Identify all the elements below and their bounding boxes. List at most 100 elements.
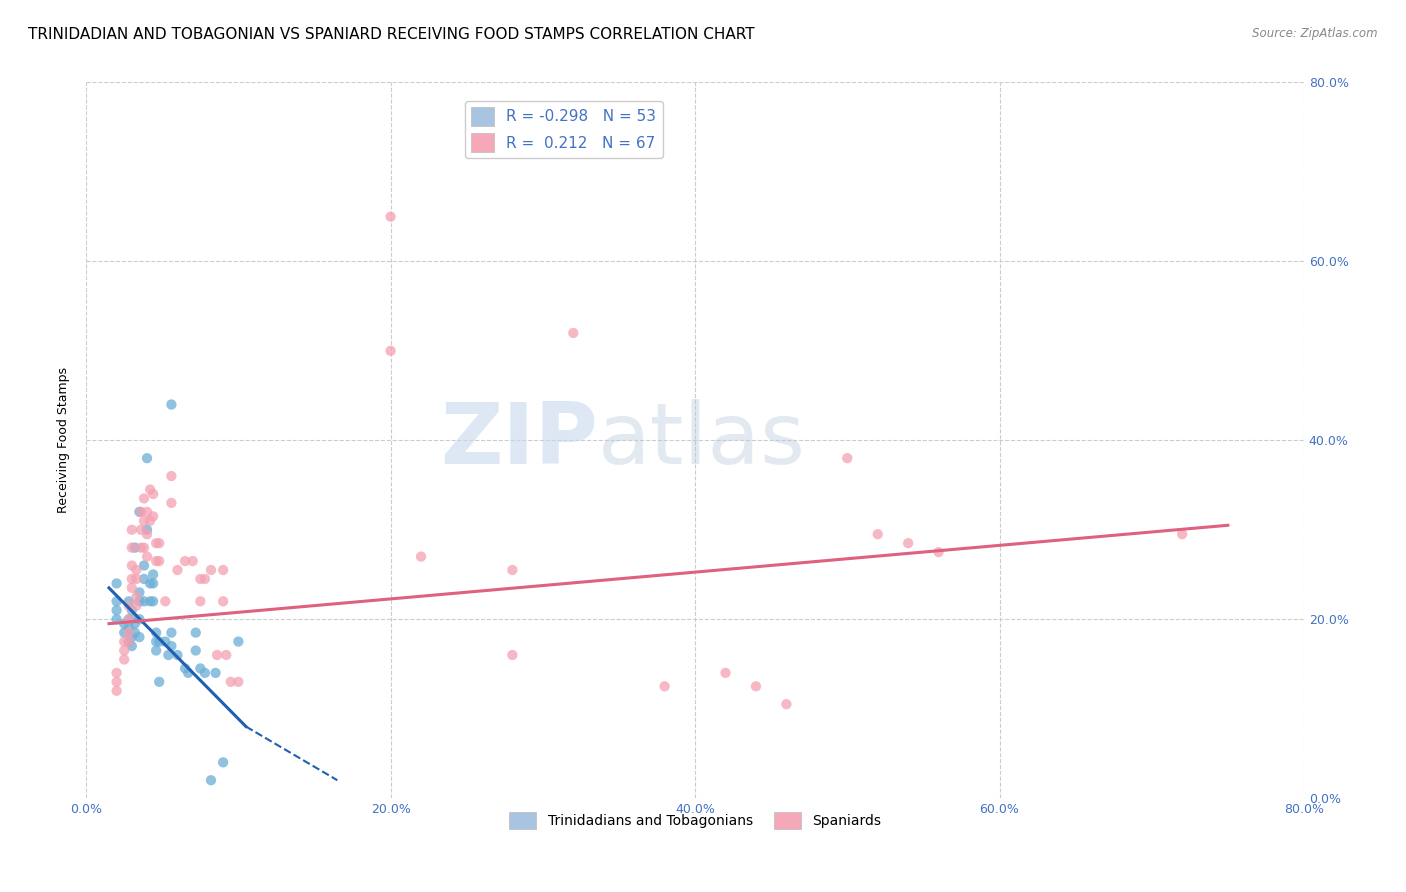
- Y-axis label: Receiving Food Stamps: Receiving Food Stamps: [58, 368, 70, 513]
- Point: [200, 773, 222, 788]
- Point: [188, 572, 211, 586]
- Point: [121, 558, 143, 573]
- Point: [145, 634, 167, 648]
- Point: [136, 505, 159, 519]
- Point: [124, 625, 146, 640]
- Point: [148, 634, 170, 648]
- Point: [148, 674, 170, 689]
- Point: [204, 665, 226, 680]
- Point: [118, 625, 141, 640]
- Point: [118, 634, 141, 648]
- Point: [1171, 527, 1194, 541]
- Point: [184, 625, 207, 640]
- Point: [121, 639, 143, 653]
- Point: [380, 210, 402, 224]
- Point: [105, 683, 128, 698]
- Point: [166, 563, 188, 577]
- Point: [160, 397, 183, 411]
- Point: [121, 612, 143, 626]
- Point: [121, 572, 143, 586]
- Point: [501, 648, 523, 662]
- Point: [132, 572, 155, 586]
- Point: [112, 625, 135, 640]
- Point: [121, 523, 143, 537]
- Point: [136, 549, 159, 564]
- Point: [105, 612, 128, 626]
- Point: [118, 612, 141, 626]
- Point: [142, 487, 165, 501]
- Point: [136, 527, 159, 541]
- Text: Source: ZipAtlas.com: Source: ZipAtlas.com: [1253, 27, 1378, 40]
- Point: [145, 643, 167, 657]
- Point: [125, 590, 148, 604]
- Point: [155, 594, 177, 608]
- Point: [139, 514, 162, 528]
- Point: [121, 581, 143, 595]
- Legend: Trinidadians and Tobagonians, Spaniards: Trinidadians and Tobagonians, Spaniards: [503, 806, 887, 834]
- Point: [501, 563, 523, 577]
- Point: [125, 572, 148, 586]
- Point: [194, 665, 217, 680]
- Point: [128, 585, 150, 599]
- Point: [775, 697, 797, 711]
- Point: [112, 616, 135, 631]
- Point: [177, 665, 200, 680]
- Point: [118, 594, 141, 608]
- Point: [160, 625, 183, 640]
- Point: [125, 563, 148, 577]
- Point: [139, 483, 162, 497]
- Point: [118, 621, 141, 635]
- Point: [160, 639, 183, 653]
- Point: [112, 634, 135, 648]
- Point: [142, 594, 165, 608]
- Point: [215, 648, 238, 662]
- Point: [124, 541, 146, 555]
- Point: [118, 612, 141, 626]
- Point: [105, 594, 128, 608]
- Point: [124, 616, 146, 631]
- Point: [866, 527, 889, 541]
- Point: [139, 594, 162, 608]
- Point: [121, 630, 143, 644]
- Point: [132, 558, 155, 573]
- Point: [148, 554, 170, 568]
- Point: [155, 634, 177, 648]
- Point: [118, 634, 141, 648]
- Point: [184, 643, 207, 657]
- Point: [112, 652, 135, 666]
- Point: [188, 661, 211, 675]
- Text: atlas: atlas: [598, 399, 806, 482]
- Point: [160, 469, 183, 483]
- Point: [129, 523, 152, 537]
- Point: [128, 594, 150, 608]
- Point: [166, 648, 188, 662]
- Point: [928, 545, 950, 559]
- Point: [105, 674, 128, 689]
- Point: [145, 554, 167, 568]
- Point: [212, 756, 235, 770]
- Point: [132, 514, 155, 528]
- Point: [105, 603, 128, 617]
- Point: [132, 541, 155, 555]
- Point: [188, 594, 211, 608]
- Point: [142, 576, 165, 591]
- Point: [181, 554, 204, 568]
- Point: [142, 567, 165, 582]
- Point: [837, 451, 859, 466]
- Point: [205, 648, 228, 662]
- Point: [121, 541, 143, 555]
- Point: [714, 665, 737, 680]
- Point: [128, 612, 150, 626]
- Point: [129, 505, 152, 519]
- Point: [157, 648, 180, 662]
- Point: [200, 563, 222, 577]
- Point: [139, 576, 162, 591]
- Point: [132, 491, 155, 506]
- Point: [112, 643, 135, 657]
- Point: [212, 563, 235, 577]
- Point: [212, 594, 235, 608]
- Point: [105, 665, 128, 680]
- Point: [174, 661, 197, 675]
- Point: [409, 549, 432, 564]
- Point: [145, 536, 167, 550]
